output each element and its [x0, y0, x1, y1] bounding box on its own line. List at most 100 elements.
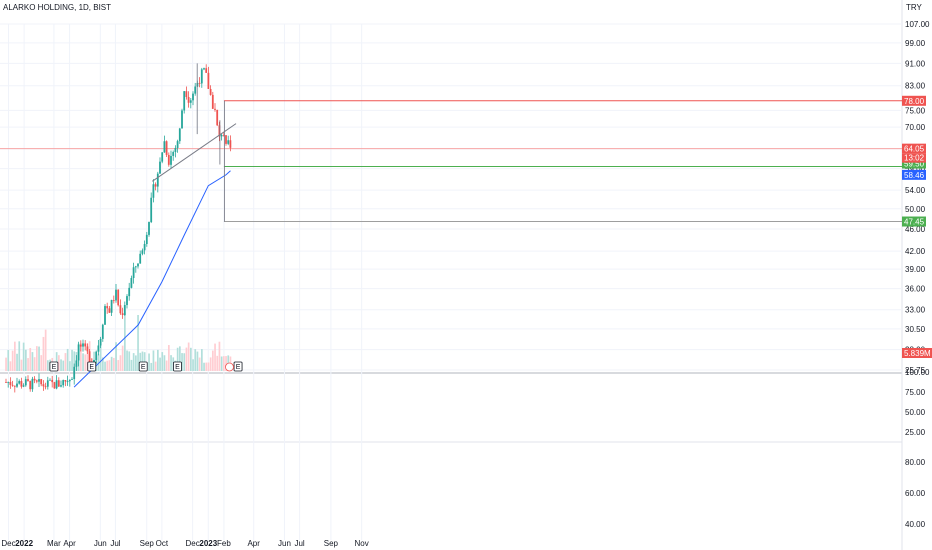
volume-bar [126, 350, 128, 371]
candle-body [49, 379, 51, 381]
candle-body [150, 197, 153, 223]
volume-layer [5, 312, 232, 371]
y-tick-label: 36.00 [905, 285, 926, 294]
candle-body [97, 345, 100, 352]
candle-body [7, 382, 10, 383]
candle-body [31, 378, 34, 390]
candle-body [62, 380, 65, 386]
volume-bar [214, 343, 216, 371]
earnings-marker-label: E [141, 364, 146, 371]
volume-bar [38, 346, 40, 371]
y-tick-label: 100.00 [905, 368, 930, 377]
x-tick-label: Apr [63, 539, 76, 548]
price-tag-label: 58.46 [904, 171, 925, 180]
earnings-marker[interactable]: E [49, 361, 59, 372]
volume-bar [159, 357, 161, 371]
candle-body [174, 147, 177, 153]
y-tick-label: 75.00 [905, 388, 926, 397]
volume-bar [66, 348, 69, 371]
volume-bar [95, 357, 98, 371]
candle-body [88, 351, 91, 363]
volume-bar [97, 354, 100, 371]
y-tick-label: 75.00 [905, 106, 926, 115]
candle-body [165, 141, 168, 155]
volume-bar [84, 354, 87, 371]
candle-body [185, 91, 188, 97]
earnings-marker[interactable]: E [173, 361, 182, 372]
earnings-marker[interactable]: E [138, 361, 148, 372]
volume-bar [192, 359, 194, 371]
volume-bar [106, 360, 109, 371]
candle-body [214, 108, 216, 110]
countdown-box [902, 153, 926, 163]
volume-bar [69, 361, 71, 371]
y-tick-label: 30.50 [905, 325, 926, 334]
lightning-icon[interactable] [225, 362, 234, 372]
candle-body [123, 305, 126, 316]
volume-bar [163, 355, 166, 371]
candle-body [82, 343, 84, 347]
x-tick-label: Jun [278, 539, 291, 548]
x-tick-label: Apr [247, 539, 260, 548]
volume-bar [152, 350, 155, 371]
candle-body [211, 94, 214, 109]
candle-body [38, 379, 40, 382]
volume-bar [121, 345, 124, 371]
candle-body [104, 306, 106, 325]
candle-body [53, 382, 56, 389]
x-tick-label: 2022 [15, 539, 33, 548]
chart-title: ALARKO HOLDING, 1D, BIST [3, 3, 111, 12]
y-tick-label: 50.00 [905, 408, 926, 417]
volume-bar [194, 349, 197, 371]
candle-body [187, 96, 190, 103]
ma-layer [73, 170, 231, 388]
candle-body [44, 386, 47, 388]
candle-body [207, 72, 210, 89]
candle-body [145, 234, 148, 244]
volume-bar [207, 362, 210, 371]
volume-bar [124, 312, 126, 371]
x-tick-label: Nov [355, 539, 369, 548]
candle-body [11, 384, 14, 386]
price-tag: 58.46 [902, 169, 926, 180]
y-tick-label: 40.00 [905, 520, 926, 529]
price-tag-box [902, 95, 926, 106]
volume-bar [185, 347, 188, 371]
volume-bar [31, 352, 34, 371]
y-tick-label: 50.00 [905, 205, 926, 214]
y-tick-label: 80.00 [905, 458, 926, 467]
candle-body [229, 140, 232, 148]
candle-body [183, 91, 186, 111]
candle-body [134, 266, 137, 268]
volume-bar [27, 358, 29, 371]
y-tick-label: 70.00 [905, 123, 926, 132]
candle-body [218, 125, 221, 137]
candle-body [108, 308, 111, 313]
volume-bar [73, 351, 76, 371]
volume-bar [104, 361, 106, 371]
candle-body [194, 86, 197, 94]
candle-body [152, 184, 155, 198]
candle-body [9, 382, 12, 385]
volume-bar [209, 357, 212, 371]
y-tick-label: 46.00 [905, 225, 926, 234]
candle-body [13, 385, 16, 387]
volume-bar [223, 356, 225, 371]
y-tick-label: 59.00 [905, 165, 926, 174]
candle-body [57, 380, 60, 387]
candle-body [86, 346, 89, 352]
y-tick-label: 25.75 [905, 366, 926, 375]
x-tick-label: Mar [47, 539, 61, 548]
earnings-marker[interactable]: E [87, 361, 97, 372]
candle-body [5, 382, 7, 383]
y-tick-label: 54.00 [905, 186, 926, 195]
volume-bar [181, 353, 183, 371]
volume-tag-label: 5.839M [904, 349, 931, 358]
volume-bar [128, 351, 131, 371]
candle-body [35, 380, 38, 382]
volume-bar [198, 357, 201, 371]
volume-bar [55, 352, 58, 371]
y-tick-label: 83.00 [905, 82, 926, 91]
earnings-marker[interactable]: E [233, 361, 243, 372]
grid-layer [0, 0, 903, 550]
